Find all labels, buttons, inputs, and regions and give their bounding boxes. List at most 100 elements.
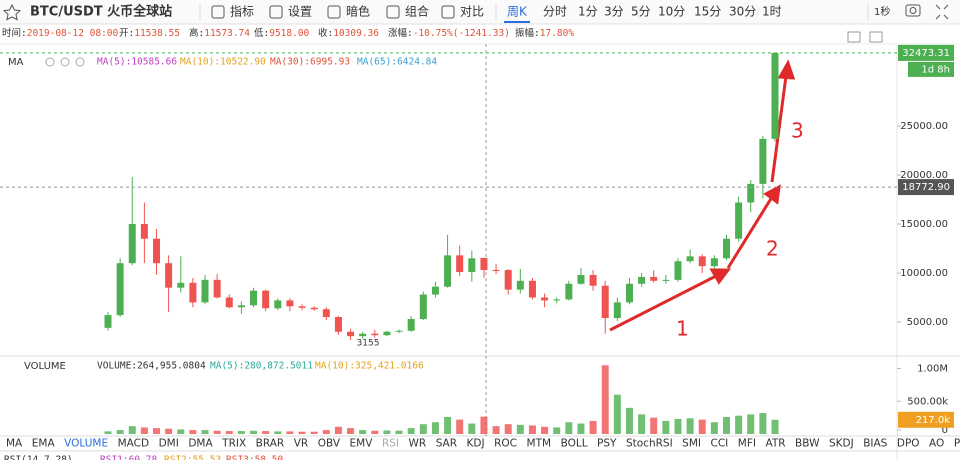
indicator-tab[interactable]: KDJ <box>467 438 485 450</box>
period[interactable]: 5分 <box>631 5 651 19</box>
info-label: 振幅: <box>515 27 540 39</box>
indicator-tab[interactable]: StochRSI <box>626 438 673 450</box>
period[interactable]: 分时 <box>543 5 567 19</box>
toolbar-button[interactable]: 组合 <box>405 4 429 19</box>
candle-body <box>431 286 439 295</box>
volume-tick-label: 0 <box>942 425 948 436</box>
indicator-tab[interactable]: SAR <box>436 438 457 450</box>
candle-body <box>128 224 136 264</box>
period[interactable]: 30分 <box>729 5 756 19</box>
period[interactable]: 15分 <box>694 5 721 19</box>
toolbar-button[interactable]: 暗色 <box>346 4 370 19</box>
indicator-tab[interactable]: BBW <box>795 438 820 450</box>
volume-bar <box>456 419 464 434</box>
pane-button[interactable] <box>869 31 883 43</box>
volume-bar <box>431 422 439 434</box>
indicator-tab[interactable]: ROC <box>494 438 517 450</box>
indicator-tab[interactable]: PSY <box>597 438 617 450</box>
indicator-tab[interactable]: BOLL <box>561 438 588 450</box>
indicator-tab[interactable]: BRAR <box>256 438 285 450</box>
candle-body <box>613 302 621 319</box>
favorite-icon[interactable] <box>2 3 22 21</box>
volume-bar <box>444 416 452 434</box>
fullscreen-icon[interactable] <box>935 4 949 20</box>
candle-body <box>722 238 730 259</box>
volume-bar <box>565 422 573 434</box>
indicator-tab[interactable]: RSI <box>382 438 399 450</box>
interval[interactable]: 1秒 <box>874 5 890 18</box>
symbol[interactable]: BTC/USDT 火币全球站 <box>30 4 172 20</box>
volume-bar <box>274 431 282 434</box>
info-label: 低: <box>254 27 269 39</box>
indicator-tab[interactable]: WR <box>409 438 427 450</box>
info-label: 涨幅: <box>388 27 413 39</box>
volume-bar <box>237 431 245 434</box>
camera-lens <box>909 7 917 14</box>
indicator-tab[interactable]: DMA <box>188 438 213 450</box>
info-item: 时间:2019-08-12 08:00 <box>2 27 119 39</box>
period[interactable]: 1时 <box>762 5 782 19</box>
indicator-tab[interactable]: VOLUME <box>64 438 108 450</box>
rsi-legend-item: RSI1:60.78 <box>100 455 157 460</box>
indicator-tab[interactable]: EMA <box>32 438 56 450</box>
indicator-tab[interactable]: SMI <box>682 438 701 450</box>
indicator-tab[interactable]: BIAS <box>863 438 887 450</box>
camera-icon[interactable] <box>905 4 921 17</box>
toolbar-button[interactable]: 设置 <box>288 5 312 19</box>
volume-bar <box>759 413 767 434</box>
info-value: 2019-08-12 08:00 <box>27 28 119 39</box>
candle-body <box>213 279 221 298</box>
indicator-tab[interactable]: DMI <box>159 438 179 450</box>
settings-icon[interactable] <box>60 57 70 67</box>
annotation-label: 3 <box>791 119 804 143</box>
indicator-tab[interactable]: SKDJ <box>829 438 854 450</box>
candle-body <box>577 274 585 284</box>
indicator-tab[interactable]: EMV <box>350 438 374 450</box>
ma-legend-item: MA(5):10585.66 <box>97 57 177 68</box>
countdown-box <box>908 61 954 77</box>
candle-body <box>286 300 294 307</box>
period[interactable]: 3分 <box>604 5 624 19</box>
indicator-tab[interactable]: Position <box>954 438 960 450</box>
info-value: 9518.00 <box>269 28 309 39</box>
indicator-tab[interactable]: OBV <box>318 438 341 450</box>
toolbar-button[interactable]: 指标 <box>230 4 254 19</box>
arrow-1 <box>609 273 719 332</box>
indicator-tab[interactable]: TRIX <box>221 438 246 450</box>
visibility-icon[interactable] <box>45 57 55 67</box>
candle-body <box>104 315 112 328</box>
volume-bar <box>516 424 524 434</box>
arrow-2 <box>726 196 774 269</box>
indicator-tab[interactable]: MA <box>6 438 23 450</box>
volume-bar <box>492 426 500 434</box>
indicator-tab[interactable]: MACD <box>118 438 149 450</box>
indicator-tab[interactable]: VR <box>294 438 308 450</box>
indicator-tab[interactable]: MFI <box>738 438 756 450</box>
button-icon <box>269 5 283 19</box>
close-icon[interactable] <box>75 57 85 67</box>
candle-body <box>250 290 258 306</box>
indicator-tab[interactable]: AO <box>929 438 944 450</box>
info-item: 低:9518.00 <box>254 27 310 39</box>
volume-bar <box>250 430 258 434</box>
indicator-tab[interactable]: MTM <box>527 438 552 450</box>
period[interactable]: 1分 <box>578 5 598 19</box>
pane-button[interactable] <box>847 31 861 43</box>
volume-bar <box>407 428 415 434</box>
volume-last-label: 217.0k <box>916 415 951 426</box>
indicator-tab[interactable]: CCI <box>711 438 729 450</box>
candle-body <box>371 333 379 336</box>
candle-body <box>625 283 633 303</box>
button-icon <box>441 5 455 19</box>
annotation-label: 2 <box>766 237 779 261</box>
period-active[interactable]: 周K <box>507 5 528 19</box>
candle-body <box>759 138 767 184</box>
indicator-tab[interactable]: DPO <box>897 438 920 450</box>
candle-body <box>492 269 500 271</box>
indicator-tab[interactable]: ATR <box>765 438 785 450</box>
toolbar-button[interactable]: 对比 <box>460 5 484 19</box>
period[interactable]: 10分 <box>658 5 685 19</box>
arrow-head <box>709 268 731 285</box>
info-item: 开:11538.55 <box>119 28 180 39</box>
